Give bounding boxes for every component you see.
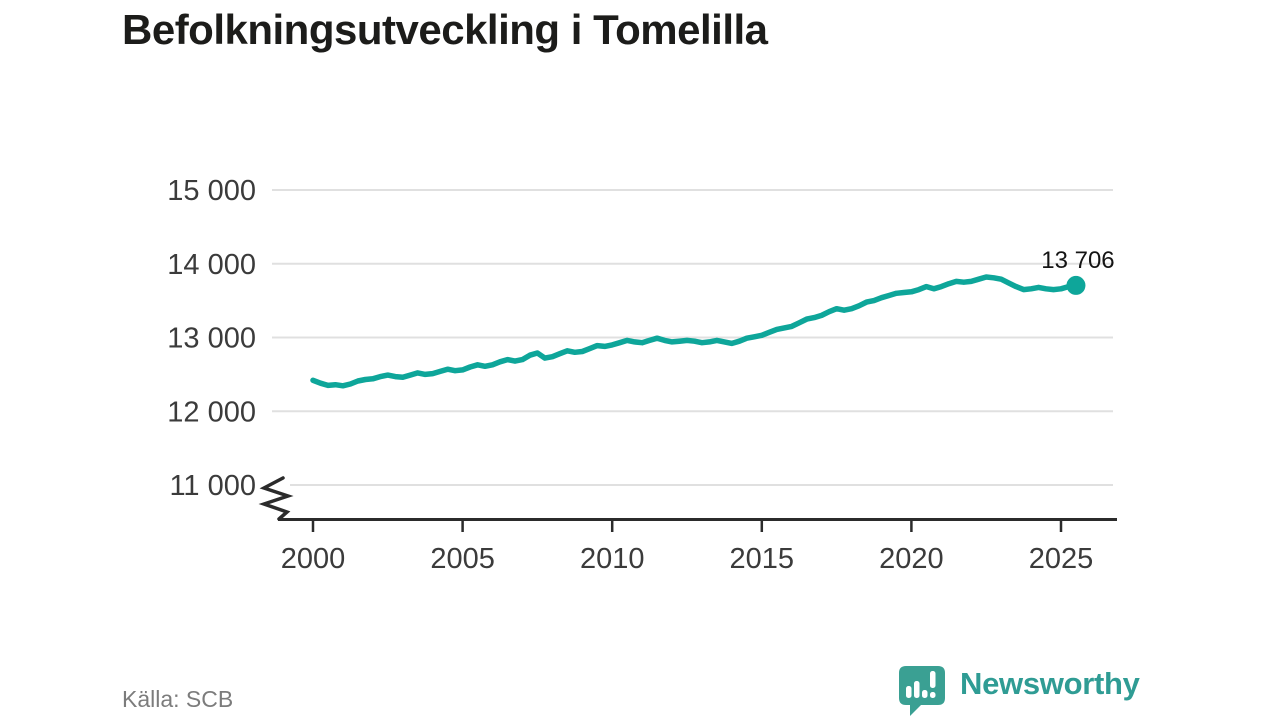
exclamation-dot-icon: [930, 692, 936, 698]
x-tick-label: 2005: [430, 543, 495, 575]
x-tick-label: 2020: [879, 543, 944, 575]
gridlines-group: [272, 189, 1113, 486]
x-axis-group: 2000 2005 2010 2015 2020 2025: [278, 518, 1117, 575]
speech-bubble-shape: [899, 666, 945, 716]
y-tick-label: 15 000: [167, 175, 256, 207]
x-tick-label: 2010: [580, 543, 645, 575]
bar-icon: [906, 686, 912, 698]
exclamation-icon: [930, 671, 936, 688]
y-tick-label: 12 000: [167, 396, 256, 428]
newsworthy-bubble-icon: [899, 666, 945, 716]
y-tick-label: 11 000: [169, 470, 256, 502]
y-tick-label: 13 000: [167, 323, 256, 355]
x-tick-label: 2015: [730, 543, 795, 575]
x-tick-label: 2000: [281, 543, 346, 575]
end-value-label: 13 706: [1041, 247, 1114, 274]
x-tick-label: 2025: [1029, 543, 1094, 575]
y-tick-label: 14 000: [167, 249, 256, 281]
page-title: Befolkningsutveckling i Tomelilla: [122, 6, 768, 53]
brand-logo: Newsworthy: [897, 664, 1140, 718]
y-axis-labels-group: 11 000 12 000 13 000 14 000 15 000: [167, 175, 256, 502]
brand-name: Newsworthy: [960, 666, 1140, 701]
end-point-dot: [1066, 275, 1086, 295]
bar-icon: [914, 681, 920, 698]
source-note: Källa: SCB: [122, 686, 234, 712]
bar-icon: [922, 690, 928, 698]
series-line: [310, 274, 1079, 389]
axis-break-icon: [258, 476, 294, 521]
